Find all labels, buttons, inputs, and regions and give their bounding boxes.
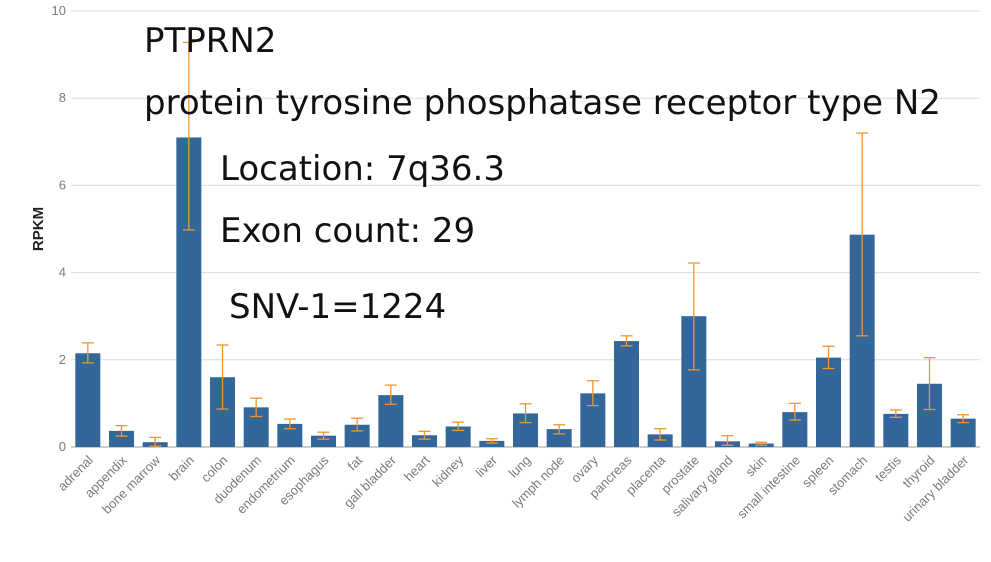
snv-count: SNV-1=1224 xyxy=(229,287,447,327)
bar xyxy=(75,353,101,447)
y-tick-label: 2 xyxy=(59,352,66,367)
y-tick-label: 8 xyxy=(59,90,66,105)
x-tick-label: liver xyxy=(472,452,500,480)
error-bars xyxy=(81,41,970,447)
x-tick-label: brain xyxy=(166,453,197,484)
exon-count: Exon count: 29 xyxy=(220,211,476,251)
x-tick-label: kidney xyxy=(429,452,467,490)
bars xyxy=(75,137,976,447)
bar xyxy=(883,413,909,447)
bar xyxy=(479,440,505,447)
bar xyxy=(546,429,572,447)
bar xyxy=(950,418,976,447)
bar xyxy=(311,435,336,447)
y-tick-label: 4 xyxy=(59,265,66,280)
y-axis-label: RPKM xyxy=(30,207,47,251)
y-tick-label: 0 xyxy=(59,439,66,454)
bar xyxy=(344,424,370,447)
bar xyxy=(277,423,303,447)
gene-symbol: PTPRN2 xyxy=(144,21,277,61)
x-tick-label: lung xyxy=(506,453,534,481)
gene-location: Location: 7q36.3 xyxy=(220,149,505,189)
bar xyxy=(816,357,841,447)
x-tick-label: skin xyxy=(742,453,769,480)
bar xyxy=(614,341,639,447)
gene-name: protein tyrosine phosphatase receptor ty… xyxy=(144,83,941,123)
y-tick-label: 10 xyxy=(52,3,66,18)
bar xyxy=(109,430,134,447)
x-tick-label: fat xyxy=(344,452,365,473)
bar xyxy=(445,426,471,447)
grid-lines xyxy=(71,10,980,448)
bar xyxy=(647,434,673,447)
bar xyxy=(412,435,437,447)
y-tick-labels: 0 2 4 6 8 10 xyxy=(52,3,66,454)
y-tick-label: 6 xyxy=(59,177,66,192)
